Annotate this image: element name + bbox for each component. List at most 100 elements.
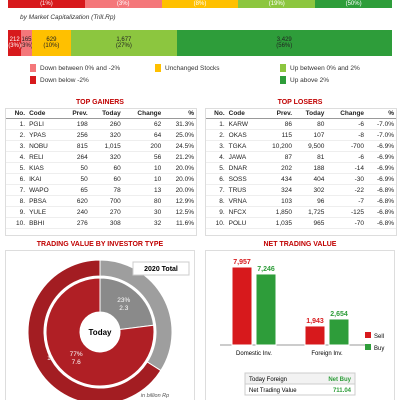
top-strip: (1%) (3%) (8%) (19%) (50%) xyxy=(8,0,392,8)
table-cell: 21.2% xyxy=(163,151,196,163)
table-cell: -7 xyxy=(326,195,367,207)
table-row: 8. VRNA 103 96 -7 -6.8% xyxy=(206,195,396,207)
header-cell: % xyxy=(163,109,196,119)
table-cell: -30 xyxy=(326,173,367,185)
table-cell: 4. xyxy=(206,151,227,163)
table-cell: Net Trading Value xyxy=(249,388,297,394)
table-cell: 10,200 xyxy=(259,140,295,152)
table-cell: 87 xyxy=(259,151,295,163)
subtitle: by Market Capitalization (Trill.Rp) xyxy=(20,14,116,21)
table-cell: 8. xyxy=(206,195,227,207)
net-title: NET TRADING VALUE xyxy=(263,241,337,248)
legend-swatch xyxy=(365,344,371,350)
table-cell: 260 xyxy=(89,118,123,130)
bar-label: 7,246 xyxy=(257,266,275,273)
segment-value: 212 xyxy=(9,37,20,43)
total-bg xyxy=(132,261,190,276)
table-cell: 1. xyxy=(6,118,28,130)
table-cell: 1. xyxy=(206,118,227,130)
table-cell: 50 xyxy=(61,173,90,185)
segment-value: 1,677 xyxy=(116,37,132,43)
legend-swatch xyxy=(280,64,286,72)
legend-swatch xyxy=(365,332,371,338)
header-cell: Change xyxy=(326,109,367,119)
table-cell: -70 xyxy=(326,217,367,229)
legend-label: Buy xyxy=(374,346,384,352)
table-cell: JAWA xyxy=(226,151,260,163)
table-cell: 60 xyxy=(89,162,123,174)
table-cell: 65 xyxy=(61,184,90,196)
legend-swatch xyxy=(155,64,161,72)
legend-swatch xyxy=(30,76,36,84)
table-row: 6. IKAI 50 60 10 20.0% xyxy=(6,173,196,185)
gainers-title: TOP GAINERS xyxy=(76,99,124,106)
legend-item: Unchanged Stocks xyxy=(155,64,220,72)
table-cell: 320 xyxy=(89,129,123,141)
table-cell: 107 xyxy=(294,129,327,141)
bar-segment: 212 (3%) xyxy=(8,30,22,56)
panel xyxy=(205,250,395,400)
table-cell: 64 xyxy=(122,129,164,141)
header-cell: Today xyxy=(89,109,123,119)
table-cell: KIAS xyxy=(27,162,62,174)
unit: in billion Rp xyxy=(141,393,169,399)
table-row: 9. NFCX 1,850 1,725 -125 -6.8% xyxy=(206,206,396,218)
slice-amount: 7.6 xyxy=(72,359,81,366)
table-cell: 32 xyxy=(122,217,164,229)
segment-pct: (56%) xyxy=(276,43,293,49)
header-cell: Code xyxy=(27,109,62,119)
segment-pct: (3%) xyxy=(21,43,31,49)
segment-pct: (10%) xyxy=(43,43,60,49)
table-cell: POLU xyxy=(226,217,260,229)
table-cell: 1,850 xyxy=(259,206,295,218)
table-cell: 5. xyxy=(206,162,227,174)
bar-segment: 629 (10%) xyxy=(31,30,72,56)
bar-segment: 3,429 (56%) xyxy=(176,30,392,56)
bar xyxy=(328,318,350,346)
table-cell: -7.0% xyxy=(366,129,396,141)
table-cell: PBSA xyxy=(27,195,62,207)
table-cell: 270 xyxy=(89,206,123,218)
table-cell: -8 xyxy=(326,129,367,141)
legend-label: Up between 0% and 2% xyxy=(290,64,360,72)
table-row: 7. WAPO 65 78 13 20.0% xyxy=(6,184,196,196)
table-cell: 56 xyxy=(122,151,164,163)
table-cell: 5. xyxy=(6,162,28,174)
table-cell: SOSS xyxy=(226,173,260,185)
bar-label: 7,957 xyxy=(233,259,251,266)
header-row: No. Code Prev. Today Change% xyxy=(6,109,196,119)
table-cell: -6.9% xyxy=(366,151,396,163)
table-cell: 324 xyxy=(259,184,295,196)
table-cell: 200 xyxy=(122,140,164,152)
table-cell: 3. xyxy=(6,140,28,152)
header-cell: Code xyxy=(226,109,260,119)
legend-label: Down below -2% xyxy=(40,76,89,84)
losers-title: TOP LOSERS xyxy=(277,99,323,106)
header-cell: Change xyxy=(122,109,164,119)
segment-value: 3,429 xyxy=(276,37,292,43)
today-label: Today xyxy=(89,328,113,337)
table-cell: 302 xyxy=(294,184,327,196)
table-cell: 80 xyxy=(294,118,327,130)
table-row: 4. JAWA 87 81 -6 -6.9% xyxy=(206,151,396,163)
legend-item: Down between 0% and -2% xyxy=(30,64,120,72)
legend-item: Up above 2% xyxy=(280,76,329,84)
table-cell: -14 xyxy=(326,162,367,174)
table-cell: 240 xyxy=(61,206,90,218)
table-cell: 10 xyxy=(122,162,164,174)
table-cell: 10. xyxy=(206,217,227,229)
bar xyxy=(304,325,326,346)
table-cell: 10. xyxy=(6,217,28,229)
table-cell: 60 xyxy=(89,173,123,185)
investor-title: TRADING VALUE BY INVESTOR TYPE xyxy=(36,241,164,248)
table-cell: PGLI xyxy=(27,118,62,130)
table-row: 10. BBHI 276 308 32 11.6% xyxy=(6,217,196,229)
table-cell: 81 xyxy=(294,151,327,163)
table-cell: 434 xyxy=(259,173,295,185)
header-cell: No. xyxy=(6,109,28,119)
table-cell: 13 xyxy=(122,184,164,196)
legend-label: Up above 2% xyxy=(290,76,330,84)
bar-segment: 1,677 (27%) xyxy=(71,30,177,56)
table-cell: -6.9% xyxy=(366,162,396,174)
table-cell: 4. xyxy=(6,151,28,163)
